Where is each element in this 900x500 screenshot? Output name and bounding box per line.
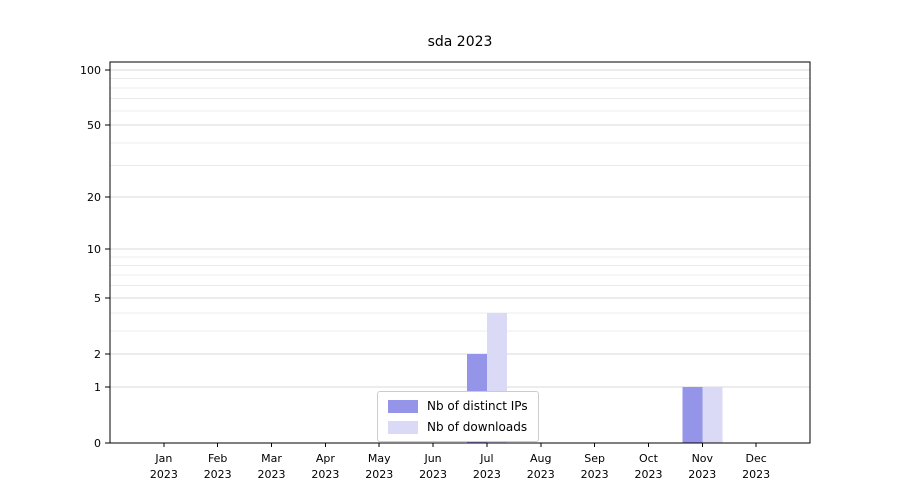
legend: Nb of distinct IPs Nb of downloads xyxy=(377,391,539,442)
x-tick-label: May xyxy=(368,452,391,465)
x-tick-label: Feb xyxy=(208,452,227,465)
bar-downloads xyxy=(702,386,723,443)
legend-label-downloads: Nb of downloads xyxy=(427,420,528,434)
x-tick-year: 2023 xyxy=(365,468,393,481)
y-tick-label: 100 xyxy=(80,64,101,77)
legend-item-distinct-ips: Nb of distinct IPs xyxy=(388,399,528,413)
y-tick-label: 5 xyxy=(94,292,101,305)
legend-item-downloads: Nb of downloads xyxy=(388,420,528,434)
legend-swatch-downloads xyxy=(388,420,418,434)
legend-label-distinct-ips: Nb of distinct IPs xyxy=(427,399,528,413)
x-tick-year: 2023 xyxy=(150,468,178,481)
y-tick-label: 2 xyxy=(94,348,101,361)
x-tick-year: 2023 xyxy=(419,468,447,481)
x-tick-year: 2023 xyxy=(688,468,716,481)
x-tick-year: 2023 xyxy=(473,468,501,481)
x-tick-label: Sep xyxy=(584,452,605,465)
x-tick-year: 2023 xyxy=(634,468,662,481)
x-tick-year: 2023 xyxy=(258,468,286,481)
x-tick-year: 2023 xyxy=(204,468,232,481)
y-tick-label: 50 xyxy=(87,119,101,132)
x-tick-year: 2023 xyxy=(311,468,339,481)
y-tick-label: 20 xyxy=(87,191,101,204)
chart-title: sda 2023 xyxy=(427,34,493,50)
x-tick-label: Jul xyxy=(479,452,493,465)
legend-swatch-distinct-ips xyxy=(388,399,418,413)
x-tick-label: Aug xyxy=(530,452,551,465)
y-tick-label: 0 xyxy=(94,437,101,450)
x-tick-year: 2023 xyxy=(581,468,609,481)
x-tick-label: Mar xyxy=(261,452,282,465)
x-tick-label: Dec xyxy=(746,452,767,465)
plot-border xyxy=(109,61,811,444)
x-tick-label: Apr xyxy=(316,452,336,465)
x-tick-year: 2023 xyxy=(527,468,555,481)
x-tick-label: Nov xyxy=(692,452,714,465)
bar-distinct-ips xyxy=(682,386,703,443)
x-tick-label: Oct xyxy=(639,452,659,465)
x-tick-label: Jan xyxy=(154,452,172,465)
y-tick-label: 1 xyxy=(94,381,101,394)
x-tick-label: Jun xyxy=(423,452,441,465)
x-tick-year: 2023 xyxy=(742,468,770,481)
y-tick-label: 10 xyxy=(87,243,101,256)
